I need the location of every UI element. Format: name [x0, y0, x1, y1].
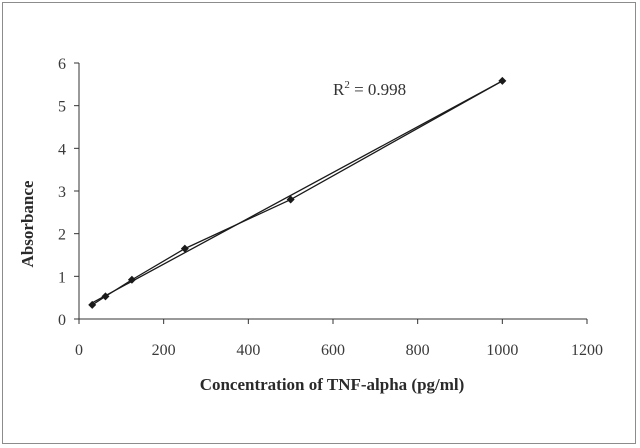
- data-point: [498, 76, 507, 85]
- data-point: [180, 244, 189, 253]
- chart-plot: 0 200 400 600 800 1000 1200 0 1 2 3 4 5 6 R2 = 0.998…: [18, 56, 603, 394]
- x-tick-label: 0: [75, 342, 83, 359]
- axes: [78, 63, 587, 320]
- y-ticks: 0 1 2 3 4 5 6: [58, 56, 79, 329]
- data-point: [286, 195, 295, 204]
- x-tick-label: 600: [321, 342, 345, 359]
- y-tick-label: 1: [58, 269, 66, 286]
- y-tick-label: 0: [58, 312, 66, 329]
- x-tick-label: 1200: [571, 342, 603, 359]
- r-squared-annotation: R2 = 0.998: [333, 79, 406, 99]
- x-tick-label: 800: [406, 342, 430, 359]
- trendline-line: [91, 80, 503, 304]
- x-tick-label: 1000: [486, 342, 518, 359]
- y-tick-label: 3: [58, 184, 66, 201]
- y-tick-label: 5: [58, 99, 66, 116]
- y-axis-title: Absorbance: [18, 180, 37, 267]
- data-point: [88, 300, 97, 309]
- y-tick-label: 6: [58, 56, 66, 73]
- data-markers: [88, 76, 507, 309]
- data-point: [127, 275, 136, 284]
- y-tick-label: 4: [58, 141, 66, 158]
- x-tick-label: 200: [152, 342, 176, 359]
- data-point: [101, 292, 110, 301]
- chart-frame: 0 200 400 600 800 1000 1200 0 1 2 3 4 5 6 R2 = 0.998…: [2, 2, 636, 444]
- y-tick-label: 2: [58, 227, 66, 244]
- trendline: [91, 80, 503, 304]
- x-tick-label: 400: [236, 342, 260, 359]
- x-ticks: 0 200 400 600 800 1000 1200: [75, 319, 603, 359]
- x-axis-title: Concentration of TNF-alpha (pg/ml): [200, 375, 465, 394]
